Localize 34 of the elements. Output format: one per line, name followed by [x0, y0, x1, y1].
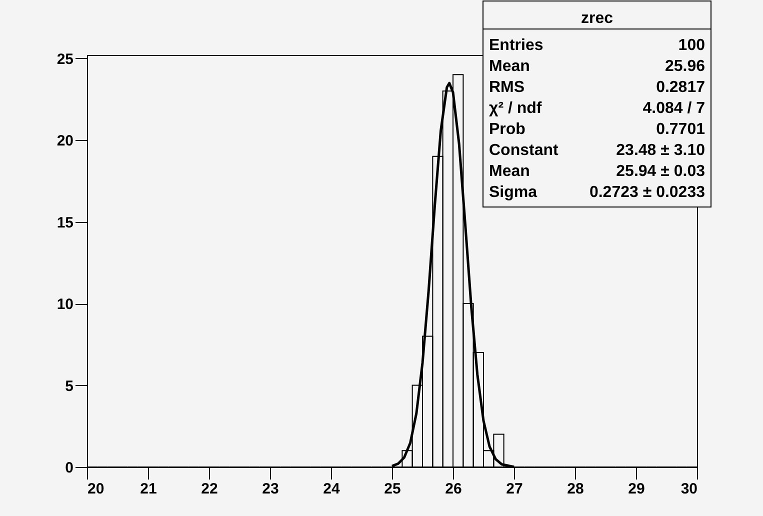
- y-tick-label: 20: [56, 132, 74, 150]
- text: 100: [678, 37, 706, 54]
- annotation: 4.084 / 7: [642, 100, 706, 117]
- text: zrec: [580, 10, 614, 27]
- x-tick-label: 23: [262, 480, 279, 498]
- y-tick-label: 15: [56, 214, 74, 232]
- x-tick-label: 26: [445, 480, 462, 498]
- y-tick-label: 10: [56, 296, 74, 314]
- x-tick-label: 30: [680, 480, 698, 498]
- x-tick-label: 27: [506, 480, 523, 498]
- y-tick-label: 25: [56, 50, 74, 68]
- x-tick-label: 22: [201, 480, 218, 498]
- x-tick-label: 28: [567, 480, 584, 498]
- annotation: Mean: [489, 58, 530, 75]
- y-tick-label: 0: [65, 460, 74, 476]
- annotation: RMS: [489, 79, 525, 96]
- annotation: Mean: [489, 163, 530, 180]
- annotation: 25.96: [664, 58, 706, 75]
- x-tick-label: 21: [140, 480, 157, 498]
- annotation: 0.7701: [656, 121, 706, 138]
- x-tick-label: 29: [628, 480, 645, 498]
- annotation: χ² / ndf: [489, 100, 542, 117]
- text: Entries: [489, 37, 544, 54]
- x-tick-label: 20: [88, 480, 104, 498]
- annotation: 0.2723 ± 0.0233: [589, 184, 706, 201]
- annotation: Sigma: [489, 184, 538, 201]
- x-tick-label: 25: [384, 480, 401, 498]
- annotation: Constant: [489, 142, 559, 159]
- annotation: 0.2817: [656, 79, 706, 96]
- x-tick-label: 24: [323, 480, 340, 498]
- annotation: Prob: [489, 121, 526, 138]
- y-tick-label: 5: [65, 378, 74, 395]
- annotation: 25.94 ± 0.03: [616, 163, 706, 180]
- annotation: 23.48 ± 3.10: [616, 142, 706, 159]
